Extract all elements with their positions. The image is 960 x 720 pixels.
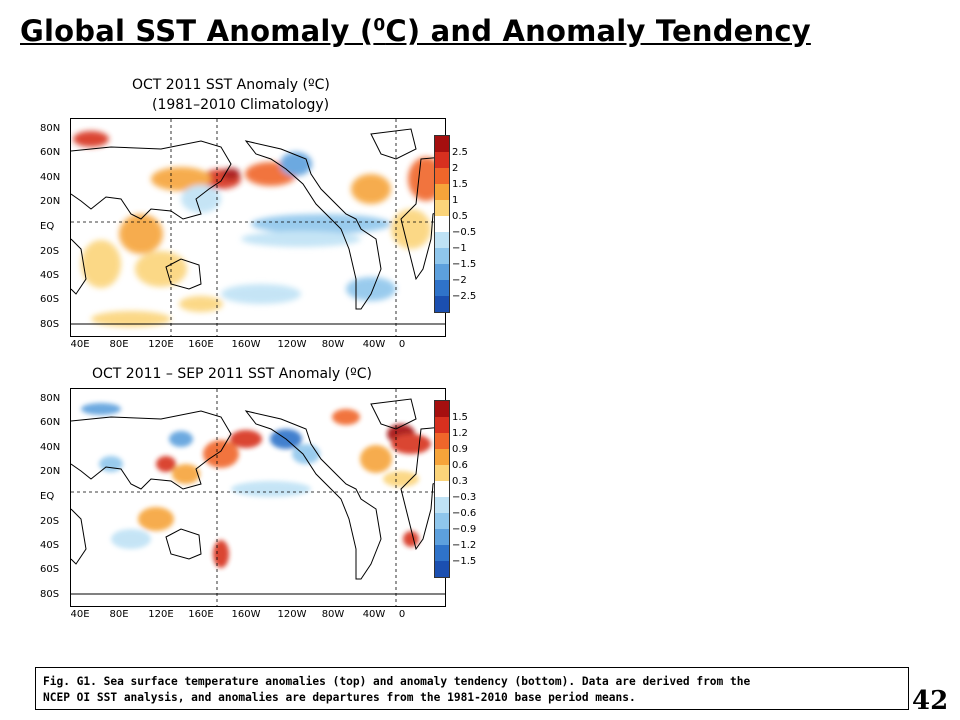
lon-label: 40W — [362, 609, 386, 620]
colorbar-segment — [435, 136, 449, 152]
colorbar-label: 0.9 — [452, 444, 468, 455]
lat-label: EQ — [40, 491, 55, 502]
lon-label: 160W — [231, 609, 261, 620]
colorbar-label: −1.5 — [452, 259, 477, 270]
map-title: OCT 2011 SST Anomaly (ºC) — [132, 77, 330, 93]
caption-line: Fig. G1. Sea surface temperature anomali… — [43, 675, 751, 688]
lon-label: 120W — [277, 609, 307, 620]
lon-label: 40E — [70, 609, 90, 620]
colorbar-label: −0.6 — [452, 508, 477, 519]
lat-label: 60S — [40, 564, 60, 575]
lat-label: 40S — [40, 270, 60, 281]
lat-label: 20S — [40, 516, 60, 527]
colorbar-label: −0.9 — [452, 524, 477, 535]
lon-label: 160E — [188, 339, 214, 350]
colorbar-label: 1 — [452, 195, 459, 206]
colorbar-label: −0.5 — [452, 227, 477, 238]
colorbar-label: 0.5 — [452, 211, 468, 222]
lon-label: 40W — [362, 339, 386, 350]
lat-label: 40S — [40, 540, 60, 551]
lat-label: 20N — [40, 196, 61, 207]
colorbar-segment — [435, 280, 449, 296]
lon-label: 120E — [148, 339, 174, 350]
colorbar-segment — [435, 433, 449, 449]
caption-line: NCEP OI SST analysis, and anomalies are … — [43, 691, 636, 704]
colorbar-label: 2 — [452, 163, 459, 174]
lat-label: 60N — [40, 417, 61, 428]
map-subtitle: (1981–2010 Climatology) — [152, 97, 330, 113]
colorbar-segment — [435, 529, 449, 545]
lon-label: 120E — [148, 609, 174, 620]
colorbar-segment — [435, 216, 449, 232]
colorbar-label: 0.3 — [452, 476, 468, 487]
lon-label: 40E — [70, 339, 90, 350]
colorbar-segment — [435, 401, 449, 417]
colorbar-segment — [435, 168, 449, 184]
colorbar-segment — [435, 417, 449, 433]
colorbar — [434, 400, 450, 578]
sst-anomaly-tendency-map-panel: OCT 2011 – SEP 2011 SST Anomaly (ºC) 80N… — [34, 362, 504, 632]
colorbar-label: −0.3 — [452, 492, 477, 503]
colorbar-segment — [435, 152, 449, 168]
sst-anomaly-map — [70, 118, 446, 337]
lon-label: 80E — [109, 609, 129, 620]
colorbar-segment — [435, 545, 449, 561]
colorbar-segment — [435, 248, 449, 264]
slide-title: Global SST Anomaly (0C) and Anomaly Tend… — [20, 14, 811, 48]
lon-label: 0 — [398, 609, 406, 620]
colorbar-label: −1.2 — [452, 540, 477, 551]
lon-label: 80E — [109, 339, 129, 350]
colorbar-label: 1.5 — [452, 179, 468, 190]
colorbar — [434, 135, 450, 313]
colorbar-label: −1.5 — [452, 556, 477, 567]
colorbar-label: 1.2 — [452, 428, 468, 439]
colorbar-label: −2.5 — [452, 291, 477, 302]
colorbar-segment — [435, 497, 449, 513]
colorbar-segment — [435, 449, 449, 465]
colorbar-segment — [435, 200, 449, 216]
colorbar-segment — [435, 465, 449, 481]
sst-anomaly-map-panel: OCT 2011 SST Anomaly (ºC) (1981–2010 Cli… — [34, 72, 504, 362]
lat-label: 60N — [40, 147, 61, 158]
lat-label: 60S — [40, 294, 60, 305]
colorbar-segment — [435, 232, 449, 248]
lat-label: 80N — [40, 123, 61, 134]
lon-label: 80W — [321, 609, 345, 620]
colorbar-segment — [435, 513, 449, 529]
lon-label: 80W — [321, 339, 345, 350]
lon-label: 0 — [398, 339, 406, 350]
lat-label: 40N — [40, 442, 61, 453]
lon-label: 120W — [277, 339, 307, 350]
lat-label: 80N — [40, 393, 61, 404]
lon-label: 160E — [188, 609, 214, 620]
lat-label: 80S — [40, 319, 60, 330]
lat-label: 20S — [40, 246, 60, 257]
colorbar-segment — [435, 264, 449, 280]
colorbar-segment — [435, 561, 449, 577]
lat-label: 80S — [40, 589, 60, 600]
page-number: 42 — [912, 686, 949, 716]
lat-label: 20N — [40, 466, 61, 477]
figure-caption: Fig. G1. Sea surface temperature anomali… — [35, 667, 909, 710]
colorbar-label: 0.6 — [452, 460, 468, 471]
map-title: OCT 2011 – SEP 2011 SST Anomaly (ºC) — [92, 366, 372, 382]
colorbar-label: 1.5 — [452, 412, 468, 423]
sst-anomaly-tendency-map — [70, 388, 446, 607]
lat-label: 40N — [40, 172, 61, 183]
lon-label: 160W — [231, 339, 261, 350]
colorbar-label: 2.5 — [452, 147, 468, 158]
colorbar-label: −2 — [452, 275, 467, 286]
colorbar-segment — [435, 184, 449, 200]
lat-label: EQ — [40, 221, 55, 232]
colorbar-label: −1 — [452, 243, 467, 254]
colorbar-segment — [435, 481, 449, 497]
colorbar-segment — [435, 296, 449, 312]
